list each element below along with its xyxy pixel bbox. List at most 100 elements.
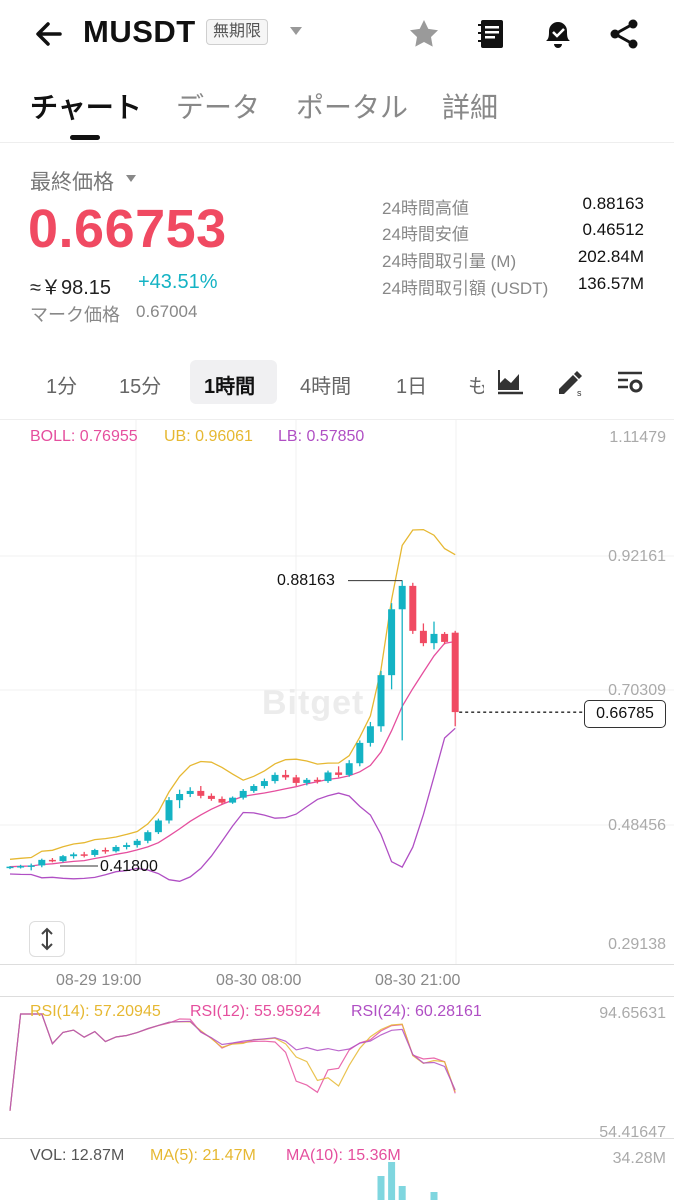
volume-bar: [430, 1192, 438, 1200]
boll-mid-line: [9, 640, 456, 868]
rsi12-line: [9, 1013, 456, 1111]
volume-bar: [377, 1176, 385, 1200]
stat-label-24h-low: 24時間安値: [382, 225, 469, 244]
draw-tool-icon[interactable]: s: [554, 366, 586, 398]
candle-body: [292, 777, 300, 783]
mark-price-label: マーク価格: [30, 305, 120, 325]
tab-portal[interactable]: ポータル: [296, 92, 409, 123]
high-price-marker: 0.88163: [277, 572, 335, 589]
candle-body: [229, 797, 237, 803]
divider: [0, 419, 674, 420]
rsi24-value: RSI(24): 60.28161: [351, 1003, 482, 1020]
price-axis-label: 0.92161: [608, 548, 666, 565]
boll-upper-line: [9, 528, 456, 860]
stat-label-24h-turnover: 24時間取引額 (USDT): [382, 279, 549, 298]
alert-bell-icon[interactable]: [538, 14, 578, 54]
price-axis-label: 0.70309: [608, 682, 666, 699]
interval-1m[interactable]: 1分: [46, 376, 78, 398]
volume-bar: [398, 1186, 406, 1200]
tab-chart[interactable]: チャート: [30, 92, 142, 123]
interval-4h[interactable]: 4時間: [300, 376, 352, 398]
volume-ma10-value: MA(10): 15.36M: [286, 1147, 401, 1164]
current-price-tag: 0.66785: [584, 700, 666, 728]
tab-details[interactable]: 詳細: [442, 92, 499, 123]
candle-body: [59, 856, 67, 862]
boll-lower-value: LB: 0.57850: [278, 428, 365, 445]
star-icon[interactable]: [404, 14, 444, 54]
candle-body: [409, 585, 417, 631]
rsi-axis-bottom: 54.41647: [599, 1124, 666, 1141]
tab-data[interactable]: データ: [176, 92, 261, 123]
chart-settings-icon[interactable]: [614, 366, 646, 398]
cny-price: ≈￥98.15: [30, 277, 112, 299]
candle-body: [48, 859, 56, 862]
candle-body: [451, 632, 459, 713]
price-axis-label: 1.11479: [609, 429, 666, 446]
rsi14-value: RSI(14): 57.20945: [30, 1003, 161, 1020]
share-icon[interactable]: [604, 14, 644, 54]
divider: [0, 964, 674, 965]
back-arrow-icon[interactable]: [30, 14, 70, 54]
symbol-dropdown-icon[interactable]: [290, 27, 302, 35]
boll-lower-line: [9, 727, 456, 882]
candle-body: [419, 630, 427, 644]
candle-body: [207, 795, 215, 799]
symbol-title[interactable]: MUSDT: [83, 14, 196, 49]
contract-type-badge: 無期限: [206, 19, 269, 45]
rsi24-line: [9, 1013, 456, 1111]
candle-body: [154, 820, 162, 833]
candle-body: [186, 790, 194, 794]
interval-1h[interactable]: 1時間: [204, 376, 256, 398]
boll-upper-value: UB: 0.96061: [164, 428, 253, 445]
watermark-logo: Bitget: [262, 684, 365, 722]
candle-body: [112, 846, 120, 852]
candle-body: [239, 790, 247, 798]
stat-value-24h-volume: 202.84M: [577, 247, 644, 266]
time-axis-label: 08-30 08:00: [216, 972, 302, 989]
candle-body: [101, 850, 109, 852]
notebook-icon[interactable]: [472, 14, 512, 54]
price-type-dropdown-icon[interactable]: [126, 175, 136, 182]
time-axis-label: 08-29 19:00: [56, 972, 142, 989]
candle-body: [303, 779, 311, 783]
candle-body: [324, 772, 332, 782]
rsi12-value: RSI(12): 55.95924: [190, 1003, 321, 1020]
divider: [0, 996, 674, 997]
stat-value-24h-turnover: 136.57M: [577, 274, 644, 293]
rsi-axis-top: 94.65631: [599, 1005, 666, 1022]
interval-15m[interactable]: 15分: [119, 376, 162, 398]
resize-chart-button[interactable]: [29, 921, 65, 957]
rsi14-line: [9, 1013, 456, 1111]
candle-body: [335, 772, 343, 775]
top-header: MUSDT 無期限: [0, 0, 674, 66]
volume-bar: [388, 1162, 396, 1200]
candle-body: [133, 840, 141, 846]
chart-type-icon[interactable]: [494, 366, 526, 398]
last-price-label[interactable]: 最終価格: [30, 171, 114, 194]
svg-text:s: s: [577, 388, 582, 398]
candle-body: [6, 866, 14, 869]
candle-body: [123, 845, 131, 847]
interval-1d[interactable]: 1日: [396, 376, 428, 398]
candle-body: [197, 790, 205, 796]
candle-body: [356, 742, 364, 764]
kline-chart[interactable]: [0, 420, 674, 1200]
candle-body: [441, 633, 449, 642]
price-change-percent: +43.51%: [138, 271, 218, 293]
last-price: 0.66753: [28, 199, 227, 259]
boll-value: BOLL: 0.76955: [30, 428, 138, 445]
candle-body: [144, 832, 152, 841]
price-axis-label: 0.29138: [608, 936, 666, 953]
candle-body: [366, 726, 374, 743]
price-axis-label: 0.48456: [608, 817, 666, 834]
vertical-resize-icon: [41, 927, 53, 951]
candle-body: [345, 763, 353, 775]
candle-body: [80, 854, 88, 856]
candle-body: [430, 633, 438, 644]
mark-price-value: 0.67004: [136, 302, 198, 321]
interval-more[interactable]: も: [468, 376, 484, 398]
stat-value-24h-high: 0.88163: [582, 194, 644, 213]
candle-body: [165, 800, 173, 821]
candle-body: [91, 850, 99, 855]
stat-label-24h-high: 24時間高値: [382, 199, 469, 218]
